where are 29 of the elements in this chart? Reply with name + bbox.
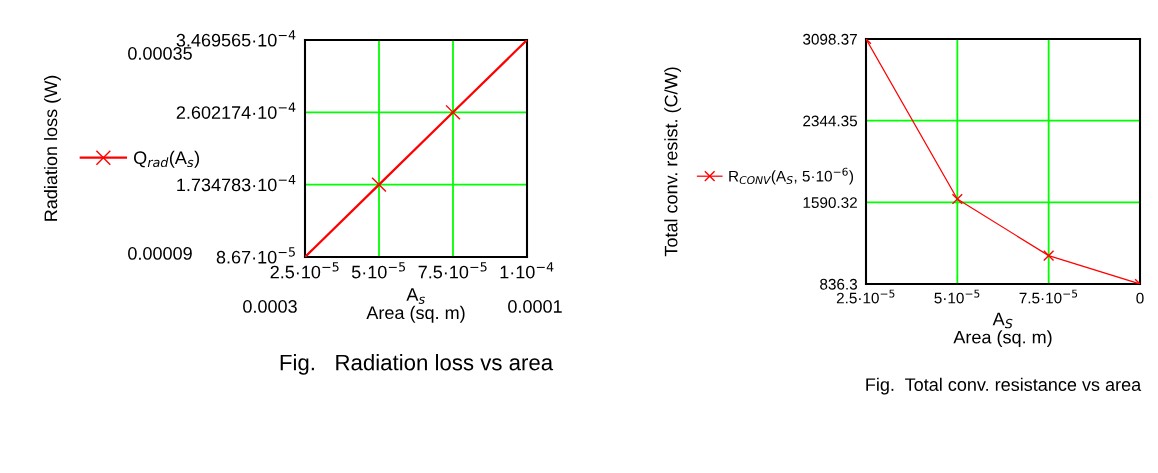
x-tick-label: 0 xyxy=(1136,292,1144,304)
line-series xyxy=(305,40,527,257)
text: 0.0003 xyxy=(243,300,297,313)
line-series xyxy=(866,39,1140,284)
text: Fig. Total conv. resistance vs area xyxy=(866,377,1142,395)
x-tick-label: 7.5·10$^{−5}$ xyxy=(1019,289,1078,304)
legend-label: Q$_{rad}$(A$_{s}$) xyxy=(134,150,200,168)
x-tick-label: 5·10$^{−5}$ xyxy=(934,289,980,304)
y-axis-title: Total conv. resist. (C/W) xyxy=(664,67,682,257)
y-tick-label: 836.3 xyxy=(820,278,857,290)
y-tick-label: 3098.37 xyxy=(803,33,857,45)
x-tick-label: 5·10$^{−5}$ xyxy=(351,262,406,279)
x-axis-title: A$_{s}$ Area (sq. m) xyxy=(366,288,465,323)
text: 0.00035 xyxy=(128,47,192,60)
y-axis-title: Radiation loss (W) xyxy=(43,75,61,221)
text: 0.00009 xyxy=(128,247,192,260)
x-tick-label: 7.5·10$^{−5}$ xyxy=(418,262,487,279)
y-tick-label: 1.734783·10$^{−4}$ xyxy=(177,174,296,192)
x-tick-label: 2.5·10$^{−5}$ xyxy=(836,289,895,304)
x-axis-title: A$_{S}$ Area (sq. m) xyxy=(953,312,1052,348)
y-tick-label: 2.602174·10$^{−4}$ xyxy=(176,102,296,119)
y-tick-label: 2344.35 xyxy=(803,115,858,127)
y-tick-label: 3.469565·10$^{−4}$ xyxy=(176,30,296,47)
legend-label: R$_{CONV}$(A$_{S}$, 5·10$^{−6}$) xyxy=(729,167,854,185)
x-tick-label: 1·10$^{−4}$ xyxy=(500,262,554,279)
text: Fig. Radiation loss vs area xyxy=(280,354,554,375)
text: 0.0001 xyxy=(508,300,562,313)
y-tick-label: 1590.32 xyxy=(803,197,857,209)
y-tick-label: 8.67·10$^{−5}$ xyxy=(216,247,295,264)
